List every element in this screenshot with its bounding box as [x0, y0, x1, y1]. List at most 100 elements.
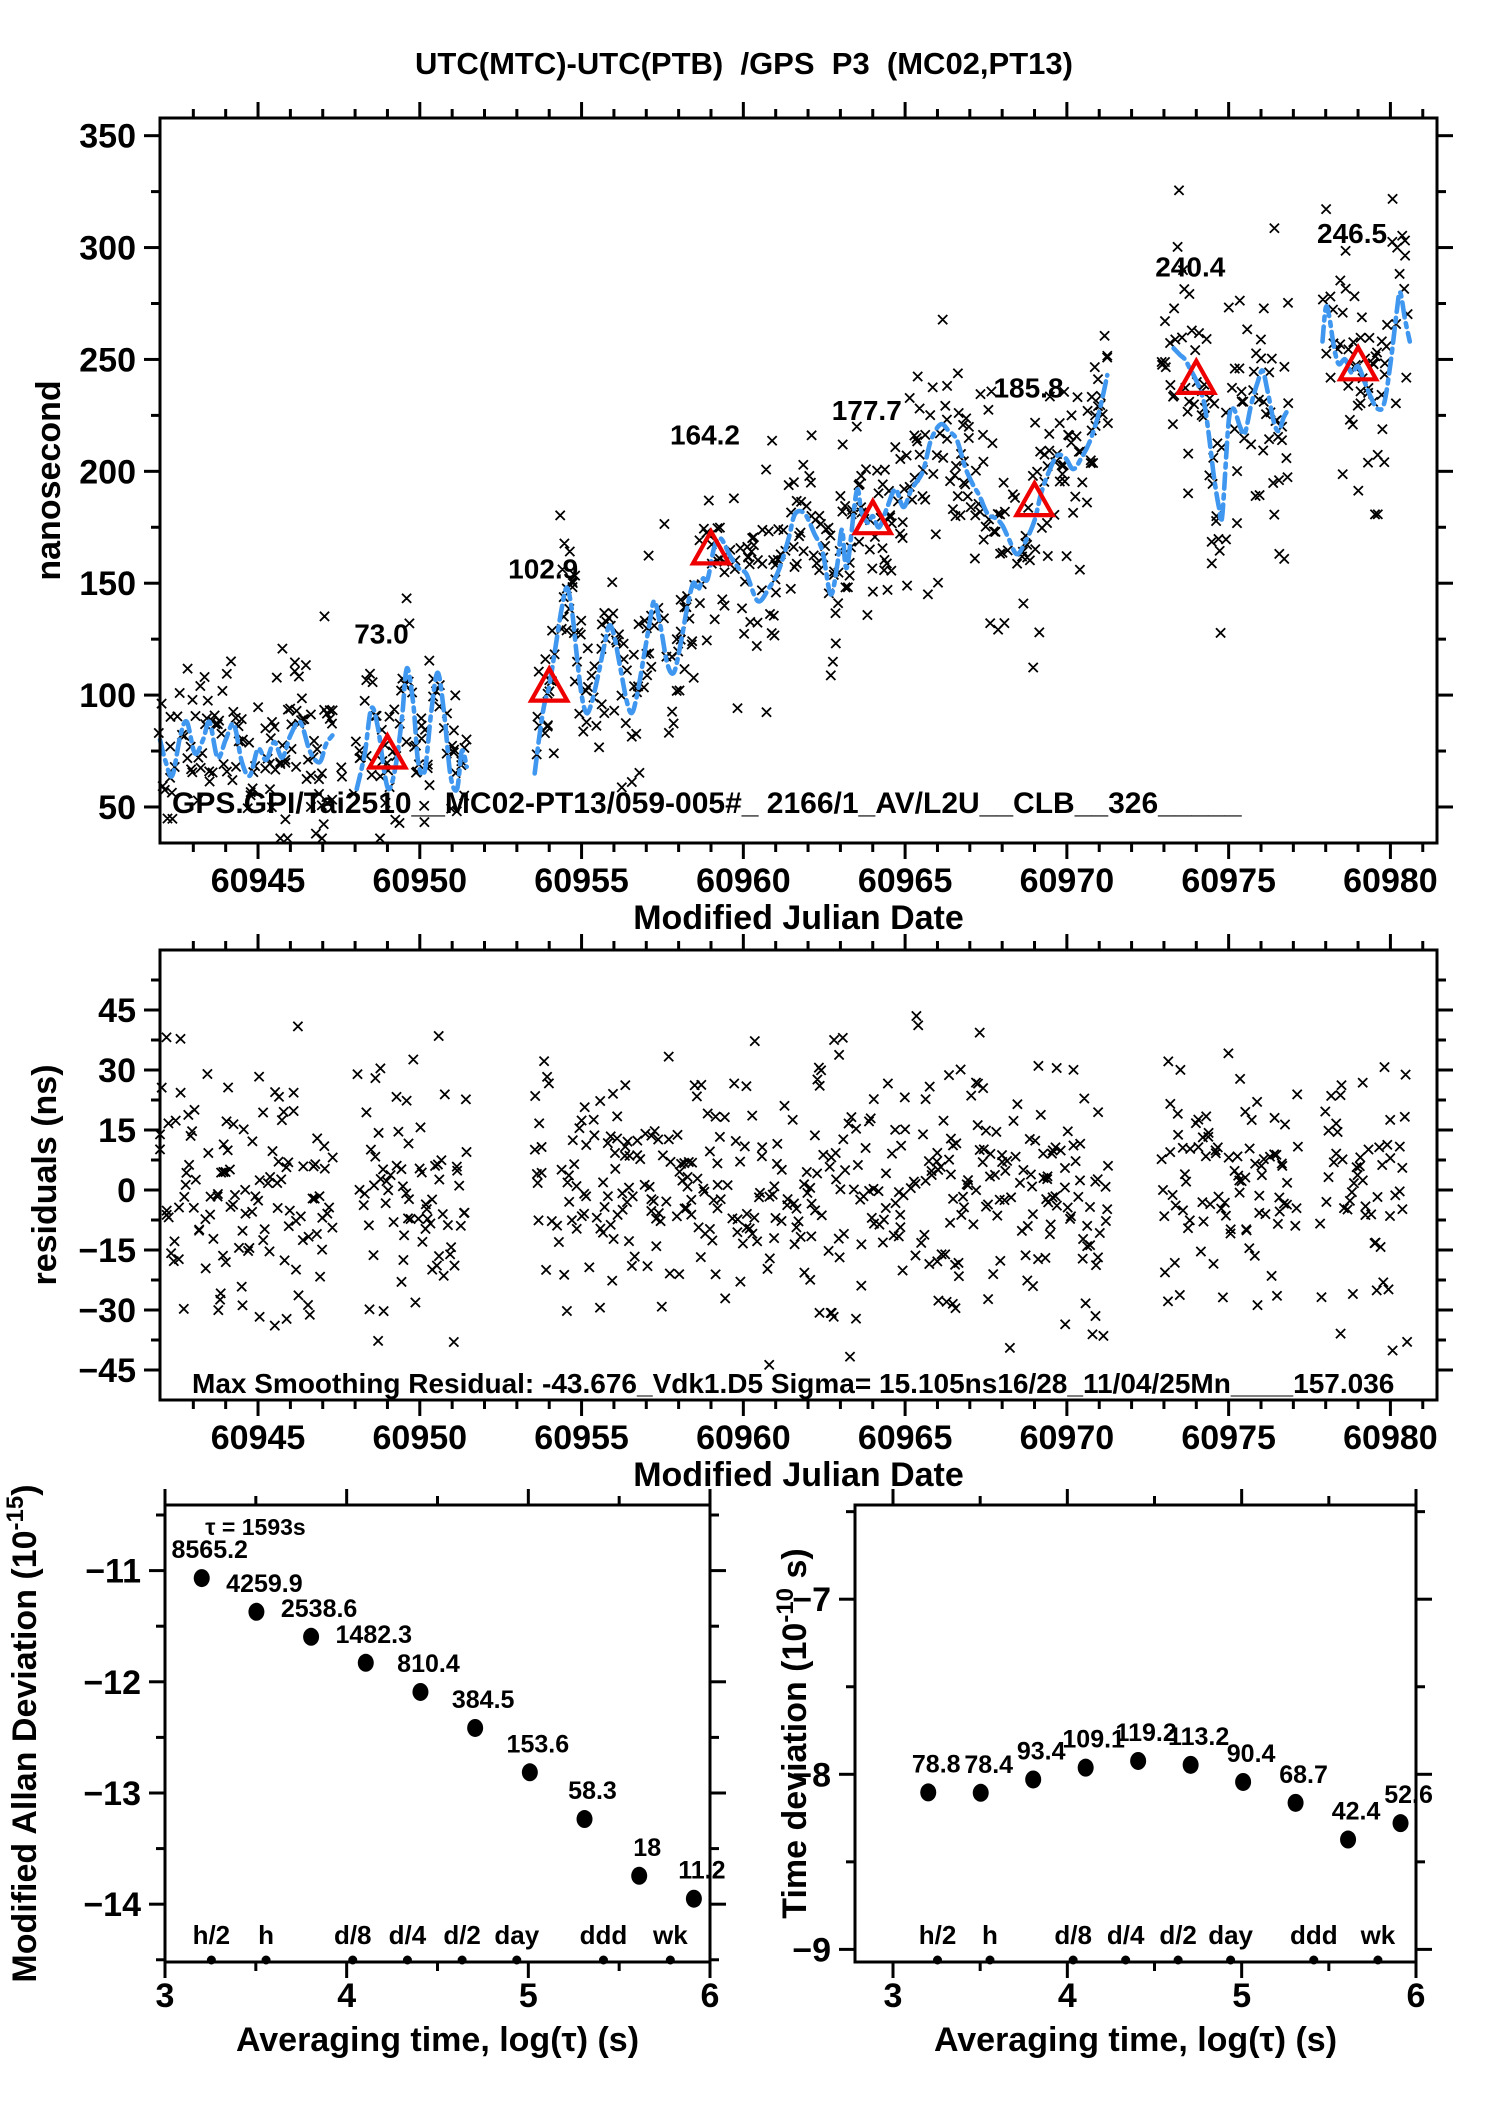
y-tick-label: 150 — [79, 565, 136, 603]
y-tick-label: −9 — [792, 1931, 831, 1969]
y-tick-label: −45 — [78, 1352, 136, 1390]
time-mark-label: h — [258, 1920, 274, 1950]
time-mark-dot — [985, 1955, 995, 1965]
deviation-value-label: 93.4 — [1017, 1737, 1066, 1765]
time-mark-label: day — [494, 1920, 539, 1950]
smoothed-trend-line — [532, 372, 1110, 776]
y-axis-title: Time deviation (10-10 s) — [772, 1548, 814, 1918]
triangle-value-label: 185.8 — [993, 372, 1063, 403]
y-tick-label: 350 — [79, 118, 136, 156]
time-mark-label: h/2 — [919, 1920, 957, 1950]
deviation-value-label: 810.4 — [397, 1650, 460, 1678]
time-mark-label: h — [982, 1920, 998, 1950]
deviation-point — [685, 1889, 702, 1908]
time-mark-label: d/8 — [334, 1920, 372, 1950]
y-tick-label: 30 — [98, 1052, 136, 1090]
deviation-point — [972, 1783, 989, 1802]
time-mark-dot — [1226, 1955, 1236, 1965]
top-panel: 73.0 102.9 164.2 177.7 185.8 240.4 246.5 60945 6… — [30, 102, 1453, 937]
x-tick-label: 5 — [519, 1977, 538, 2015]
y-tick-label: −7 — [792, 1581, 831, 1619]
x-tick-label: 60945 — [211, 862, 306, 900]
y-tick-label: −11 — [85, 1553, 141, 1591]
x-tick-label: 4 — [1058, 1977, 1077, 2015]
tau-annotation: τ = 1593s — [205, 1514, 305, 1540]
y-axis-title: Modified Allan Deviation (10-15) — [2, 1484, 44, 1982]
deviation-point — [1130, 1751, 1147, 1770]
deviation-point — [521, 1763, 538, 1782]
time-mark-label: d/2 — [1159, 1920, 1197, 1950]
deviation-point — [631, 1866, 648, 1885]
deviation-value-label: 384.5 — [452, 1686, 515, 1714]
residual-scatter-points — [154, 1010, 1413, 1371]
deviation-point — [303, 1627, 320, 1646]
smoothed-trend-line — [354, 665, 469, 793]
deviation-value-label: 58.3 — [568, 1777, 617, 1805]
x-tick-label: 60975 — [1181, 1419, 1276, 1457]
time-mark-dot — [933, 1955, 943, 1965]
triangle-value-label: 246.5 — [1317, 218, 1387, 249]
five-day-mean-triangle — [1174, 356, 1218, 395]
triangle-value-label: 177.7 — [832, 395, 902, 426]
time-mark-dot — [457, 1955, 467, 1965]
x-tick-label: 6 — [701, 1977, 720, 2015]
deviation-value-label: 113.2 — [1168, 1723, 1229, 1751]
deviation-point — [1077, 1758, 1094, 1777]
deviation-value-label: 4259.9 — [226, 1570, 302, 1598]
y-tick-label: 200 — [79, 453, 136, 491]
time-mark-dot — [512, 1955, 522, 1965]
panel-frame — [158, 948, 1439, 1402]
deviation-point — [1340, 1830, 1357, 1849]
x-tick-label: 60965 — [858, 1419, 953, 1457]
y-tick-label: 100 — [79, 677, 136, 715]
x-tick-label: 60955 — [534, 1419, 629, 1457]
x-tick-label: 60955 — [534, 862, 629, 900]
deviation-point — [920, 1783, 937, 1802]
y-tick-label: 300 — [79, 230, 136, 268]
x-tick-label: 4 — [337, 1977, 356, 2015]
time-mark-dot — [261, 1955, 271, 1965]
x-tick-label: 6 — [1407, 1977, 1426, 2015]
time-mark-dot — [1309, 1955, 1319, 1965]
triangle-value-label: 73.0 — [354, 619, 409, 650]
deviation-point — [1025, 1770, 1042, 1789]
y-tick-label: 50 — [98, 789, 136, 827]
five-day-mean-triangle — [689, 527, 733, 566]
x-tick-label: 3 — [156, 1977, 175, 2015]
deviation-point — [1287, 1793, 1304, 1812]
deviation-value-label: 68.7 — [1279, 1761, 1328, 1789]
five-day-mean-triangle — [1012, 478, 1057, 518]
y-axis-title: nanosecond — [30, 380, 68, 580]
time-mark-label: day — [1208, 1920, 1253, 1950]
deviation-point — [412, 1682, 429, 1701]
time-mark-dot — [348, 1955, 358, 1965]
deviation-value-label: 109.1 — [1062, 1726, 1125, 1754]
y-tick-label: 250 — [79, 341, 136, 379]
deviation-value-label: 90.4 — [1227, 1740, 1276, 1768]
x-tick-label: 60960 — [696, 1419, 791, 1457]
y-tick-label: −8 — [792, 1756, 831, 1794]
y-tick-label: −12 — [83, 1664, 141, 1702]
time-mark-label: d/8 — [1054, 1920, 1092, 1950]
smoothed-trend-line — [157, 718, 335, 779]
time-mark-dot — [402, 1955, 412, 1965]
x-tick-label: 60980 — [1343, 1419, 1438, 1457]
deviation-point — [248, 1602, 265, 1621]
chart-title: UTC(MTC)-UTC(PTB) /GPS P3 (MC02,PT13) — [415, 46, 1073, 81]
deviation-point — [357, 1653, 374, 1672]
deviation-point — [1392, 1814, 1409, 1833]
x-tick-label: 60945 — [211, 1419, 306, 1457]
x-tick-label: 60965 — [858, 862, 953, 900]
deviation-value-label: 78.8 — [912, 1750, 961, 1778]
deviation-point — [576, 1810, 593, 1829]
y-tick-label: −14 — [83, 1886, 141, 1924]
x-axis-title: Averaging time, log(τ) (s) — [236, 2021, 639, 2059]
five-day-mean-triangle — [527, 664, 571, 703]
time-mark-dot — [1373, 1955, 1383, 1965]
five-day-mean-triangle — [851, 496, 895, 536]
x-tick-label: 60975 — [1181, 862, 1276, 900]
deviation-point — [193, 1569, 210, 1588]
x-tick-label: 60960 — [696, 862, 791, 900]
